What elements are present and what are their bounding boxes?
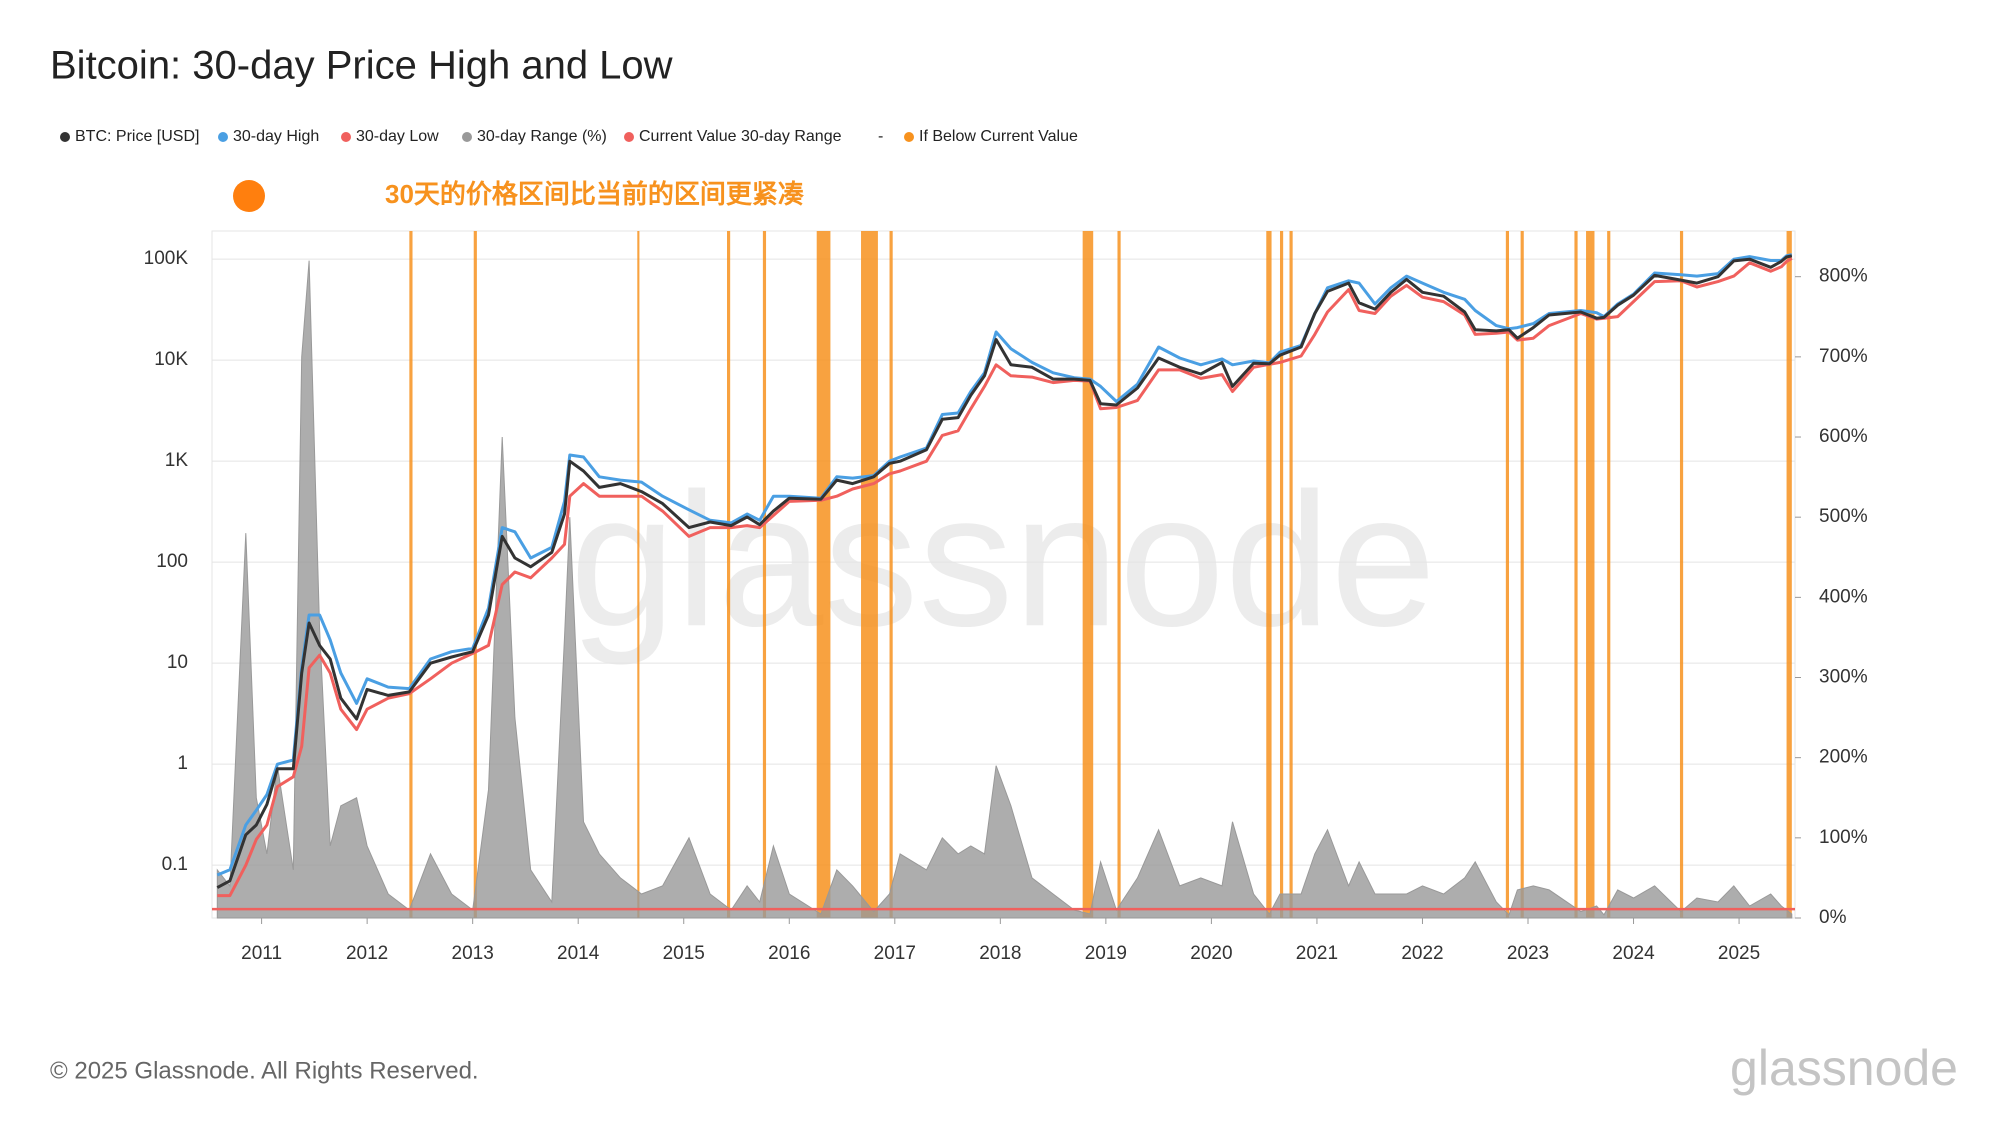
series-line	[217, 257, 1793, 898]
legend-marker	[60, 132, 70, 142]
x-tick-label: 2024	[1612, 943, 1655, 964]
highlight-band	[1786, 231, 1792, 918]
x-tick-label: 2021	[1296, 943, 1338, 964]
legend-label: Current Value 30-day Range	[639, 128, 842, 145]
x-tick-label: 2011	[241, 943, 282, 964]
highlight-band	[1289, 231, 1293, 918]
highlight-band	[409, 231, 413, 918]
x-tick-label: 2023	[1507, 943, 1549, 964]
x-tick-label: 2020	[1190, 943, 1232, 964]
x-tick-label: 2015	[663, 943, 705, 964]
annotation-dot	[233, 180, 265, 212]
highlight-band	[1117, 231, 1121, 918]
x-tick-label: 2025	[1718, 943, 1760, 964]
highlight-band	[1082, 231, 1094, 918]
highlight-band	[762, 231, 767, 918]
y2-tick-label: 400%	[1819, 586, 1868, 607]
y-tick-label: 1	[177, 753, 188, 774]
series-line	[216, 254, 1793, 889]
y2-tick-label: 300%	[1819, 667, 1868, 688]
y-tick-label: 1K	[165, 450, 189, 471]
highlight-band	[727, 231, 731, 918]
y-tick-label: 100	[156, 551, 188, 572]
x-tick-label: 2016	[768, 943, 810, 964]
y2-tick-label: 500%	[1819, 506, 1868, 527]
highlight-band	[1586, 231, 1595, 918]
watermark: glassnode	[570, 454, 1436, 666]
highlight-band	[889, 231, 893, 918]
y2-tick-label: 100%	[1819, 827, 1868, 848]
series-line	[216, 253, 1793, 877]
legend-marker	[904, 132, 914, 142]
legend-label: If Below Current Value	[919, 128, 1078, 145]
highlight-band	[816, 231, 831, 918]
y-tick-label: 100K	[144, 248, 189, 269]
legend-label: 30-day Low	[356, 128, 439, 145]
highlight-band	[1266, 231, 1272, 918]
x-tick-label: 2017	[874, 943, 916, 964]
y-tick-label: 0.1	[162, 854, 188, 875]
highlight-band	[1505, 231, 1510, 918]
logo: glassnode	[1730, 1040, 1958, 1096]
legend-label: BTC: Price [USD]	[75, 128, 199, 145]
highlight-band	[637, 231, 640, 918]
legend-marker	[462, 132, 472, 142]
footer: © 2025 Glassnode. All Rights Reserved.	[50, 1057, 479, 1084]
x-tick-label: 2012	[346, 943, 388, 964]
legend-label: 30-day High	[233, 128, 319, 145]
y2-tick-label: 200%	[1819, 747, 1868, 768]
highlight-band	[1279, 231, 1284, 918]
x-tick-label: 2019	[1085, 943, 1127, 964]
highlight-band	[1520, 231, 1524, 918]
x-tick-label: 2018	[979, 943, 1021, 964]
legend-label: 30-day Range (%)	[477, 128, 607, 145]
y2-tick-label: 600%	[1819, 426, 1868, 447]
y-tick-label: 10K	[154, 349, 188, 370]
x-tick-label: 2013	[452, 943, 494, 964]
y-tick-label: 10	[167, 652, 188, 673]
range-area	[216, 260, 1793, 919]
highlight-band	[861, 231, 878, 918]
highlight-band	[1574, 231, 1578, 918]
legend-marker	[341, 132, 351, 142]
y2-tick-label: 800%	[1819, 266, 1868, 287]
legend-marker	[624, 132, 634, 142]
highlight-band	[1607, 231, 1611, 918]
y2-tick-label: 700%	[1819, 346, 1868, 367]
legend-marker	[218, 132, 228, 142]
y2-tick-label: 0%	[1819, 907, 1847, 928]
annotation: 30天的价格区间比当前的区间更紧凑	[385, 179, 805, 209]
x-tick-label: 2022	[1401, 943, 1443, 964]
x-tick-label: 2014	[557, 943, 600, 964]
chart-title: Bitcoin: 30-day Price High and Low	[50, 44, 673, 88]
highlight-band	[473, 231, 477, 918]
legend-separator: -	[878, 128, 883, 145]
highlight-band	[1679, 231, 1684, 918]
